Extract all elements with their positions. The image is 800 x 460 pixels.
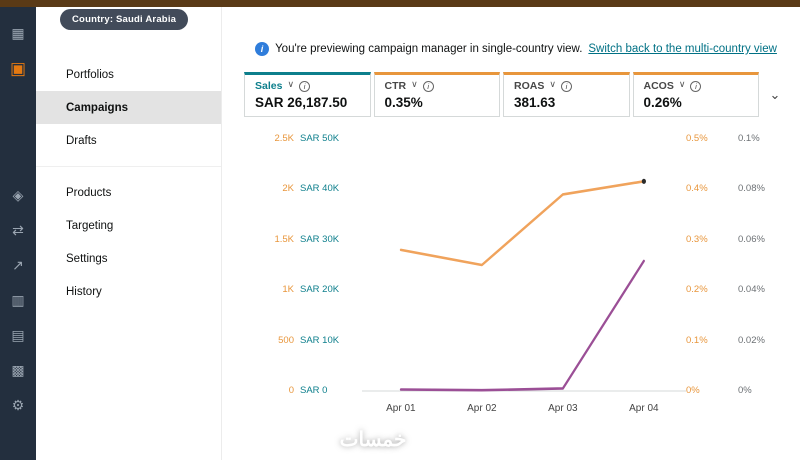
chevron-down-icon[interactable]: ∨ bbox=[549, 79, 556, 90]
chart-columns-icon[interactable]: ▥ bbox=[9, 291, 27, 309]
x-tick-label: Apr 03 bbox=[548, 403, 577, 414]
chevron-down-icon[interactable]: ∨ bbox=[679, 79, 686, 90]
settings-gear-icon[interactable]: ⚙ bbox=[9, 396, 27, 414]
banner-text: You're previewing campaign manager in si… bbox=[275, 43, 582, 55]
metric-value: SAR 26,187.50 bbox=[255, 95, 360, 110]
share-icon[interactable]: ↗ bbox=[9, 256, 27, 274]
main-content: i You're previewing campaign manager in … bbox=[222, 0, 800, 460]
metric-label: ACOS bbox=[644, 80, 674, 92]
tick-label: SAR 0 bbox=[300, 385, 352, 397]
tick-label: 0.2% bbox=[686, 284, 738, 296]
sidebar-item-drafts[interactable]: Drafts bbox=[36, 124, 221, 157]
tick-label: 0 bbox=[268, 385, 294, 397]
country-badge[interactable]: Country: Saudi Arabia bbox=[60, 9, 188, 30]
sidebar-item-portfolios[interactable]: Portfolios bbox=[36, 58, 221, 91]
tick-label: 500 bbox=[268, 335, 294, 347]
tick-label: 0.1% bbox=[738, 133, 788, 145]
metric-label: Sales bbox=[255, 80, 282, 92]
y-axis-left: 2.5K SAR 50K 2K SAR 40K 1.5K SAR 30K 1K SAR … bbox=[244, 133, 362, 397]
tick-label: SAR 30K bbox=[300, 234, 352, 246]
tick-label: 0.4% bbox=[686, 183, 738, 195]
switch-view-link[interactable]: Switch back to the multi-country view bbox=[588, 43, 777, 55]
tick-label: 0.3% bbox=[686, 234, 738, 246]
collapse-metrics-chevron-icon[interactable]: ⌄ bbox=[762, 72, 788, 117]
metric-cards-row: Sales ∨ i SAR 26,187.50 CTR ∨ i 0.35% RO… bbox=[244, 72, 788, 117]
metric-card-acos[interactable]: ACOS ∨ i 0.26% bbox=[633, 72, 760, 117]
tick-label: SAR 20K bbox=[300, 284, 352, 296]
tick-label: 1.5K bbox=[268, 234, 294, 246]
tick-label: SAR 40K bbox=[300, 183, 352, 195]
app-window: ▦ ▣ ◈ ⇄ ↗ ▥ ▤ ▩ ⚙ Portfolios Campaigns D… bbox=[0, 0, 800, 460]
icon-rail: ▦ ▣ ◈ ⇄ ↗ ▥ ▤ ▩ ⚙ bbox=[0, 0, 36, 460]
x-tick-label: Apr 04 bbox=[629, 403, 658, 414]
info-icon[interactable]: i bbox=[299, 81, 310, 92]
tick-label: 0.5% bbox=[686, 133, 738, 145]
metric-card-roas[interactable]: ROAS ∨ i 381.63 bbox=[503, 72, 630, 117]
metric-card-sales[interactable]: Sales ∨ i SAR 26,187.50 bbox=[244, 72, 371, 117]
metric-label: ROAS bbox=[514, 80, 544, 92]
tick-label: 0% bbox=[738, 385, 788, 397]
tick-label: SAR 10K bbox=[300, 335, 352, 347]
swap-icon[interactable]: ⇄ bbox=[9, 221, 27, 239]
metric-value: 0.26% bbox=[644, 95, 749, 110]
metric-card-ctr[interactable]: CTR ∨ i 0.35% bbox=[374, 72, 501, 117]
sidebar-item-history[interactable]: History bbox=[36, 275, 221, 308]
metric-value: 0.35% bbox=[385, 95, 490, 110]
shield-icon[interactable]: ◈ bbox=[9, 186, 27, 204]
tick-label: 2K bbox=[268, 183, 294, 195]
sidebar-item-targeting[interactable]: Targeting bbox=[36, 209, 221, 242]
x-tick-label: Apr 01 bbox=[386, 403, 415, 414]
sidebar-item-settings[interactable]: Settings bbox=[36, 242, 221, 275]
tick-label: SAR 50K bbox=[300, 133, 352, 145]
plot-area[interactable] bbox=[362, 133, 686, 397]
chevron-down-icon[interactable]: ∨ bbox=[411, 79, 418, 90]
tick-label: 0.02% bbox=[738, 335, 788, 347]
sidebar: Portfolios Campaigns Drafts Products Tar… bbox=[36, 0, 222, 460]
sidebar-item-campaigns[interactable]: Campaigns bbox=[36, 91, 221, 124]
performance-chart: 2.5K SAR 50K 2K SAR 40K 1.5K SAR 30K 1K SAR … bbox=[244, 133, 788, 419]
y-axis-right-primary: 0.5% 0.4% 0.3% 0.2% 0.1% 0% bbox=[686, 133, 738, 397]
dots-grid-icon[interactable]: ▩ bbox=[9, 361, 27, 379]
chart-svg bbox=[362, 133, 686, 397]
tick-label: 0.08% bbox=[738, 183, 788, 195]
preview-banner: i You're previewing campaign manager in … bbox=[244, 42, 788, 56]
y-axis-right-secondary: 0.1% 0.08% 0.06% 0.04% 0.02% 0% bbox=[738, 133, 788, 397]
info-icon[interactable]: i bbox=[561, 81, 572, 92]
apps-grid-icon[interactable]: ▦ bbox=[9, 24, 27, 42]
sidebar-item-products[interactable]: Products bbox=[36, 176, 221, 209]
tick-label: 0% bbox=[686, 385, 738, 397]
tick-label: 0.1% bbox=[686, 335, 738, 347]
info-icon[interactable]: i bbox=[423, 81, 434, 92]
tick-label: 0.04% bbox=[738, 284, 788, 296]
top-strip bbox=[0, 0, 800, 7]
tick-label: 0.06% bbox=[738, 234, 788, 246]
table-icon[interactable]: ▤ bbox=[9, 326, 27, 344]
chevron-down-icon[interactable]: ∨ bbox=[287, 79, 294, 90]
tick-label: 2.5K bbox=[268, 133, 294, 145]
metric-value: 381.63 bbox=[514, 95, 619, 110]
tick-label: 1K bbox=[268, 284, 294, 296]
campaigns-icon[interactable]: ▣ bbox=[9, 59, 27, 77]
metric-label: CTR bbox=[385, 80, 407, 92]
x-tick-label: Apr 02 bbox=[467, 403, 496, 414]
sidebar-divider bbox=[36, 166, 221, 167]
x-axis: Apr 01 Apr 02 Apr 03 Apr 04 bbox=[362, 397, 686, 419]
info-icon: i bbox=[255, 42, 269, 56]
info-icon[interactable]: i bbox=[690, 81, 701, 92]
